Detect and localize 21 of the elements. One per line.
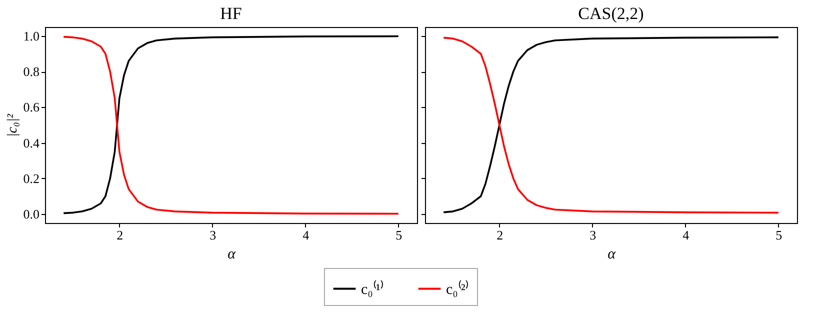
x-tick-label: 2: [496, 228, 504, 242]
x-tick-label: 4: [302, 228, 310, 242]
legend-label: c₀⁽¹⁾: [361, 280, 384, 298]
y-axis-title: |c₀|²: [5, 113, 20, 137]
chart-title: HF: [220, 4, 242, 23]
y-tick-label: 0.8: [23, 64, 40, 80]
chart-title: CAS(2,2): [578, 4, 644, 23]
x-tick-label: 3: [210, 228, 216, 242]
x-tick-label: 3: [590, 228, 596, 242]
y-tick-label: 0.0: [23, 206, 40, 222]
y-tick-label: 0.4: [23, 135, 40, 150]
y-tick-label: 0.6: [23, 100, 40, 115]
x-tick-label: 5: [776, 228, 782, 242]
x-axis-title: α: [608, 246, 617, 262]
y-tick-label: 0.2: [23, 170, 40, 186]
legend-label: c₀⁽²⁾: [446, 280, 468, 298]
y-tick-label: 1.0: [23, 28, 40, 44]
x-axis-title: α: [228, 246, 237, 262]
x-tick-label: 2: [116, 228, 124, 242]
x-tick-label: 5: [396, 228, 402, 242]
x-tick-label: 4: [682, 228, 690, 242]
